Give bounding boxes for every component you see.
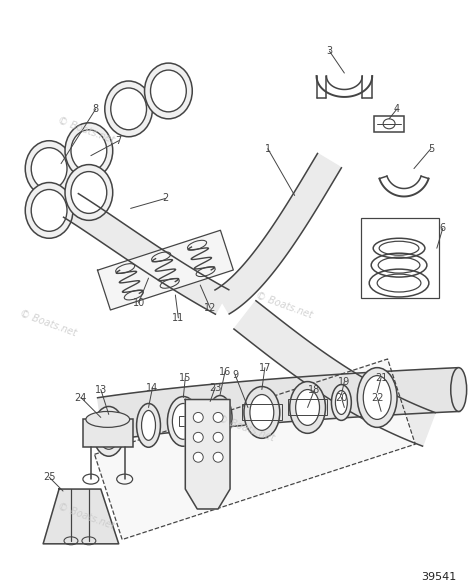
Ellipse shape	[331, 385, 351, 420]
Bar	[105, 426, 113, 436]
Text: 8: 8	[93, 104, 99, 114]
Polygon shape	[94, 359, 415, 540]
Text: © Boats.net: © Boats.net	[19, 308, 78, 338]
Text: 1: 1	[265, 143, 271, 153]
Ellipse shape	[71, 172, 107, 213]
Text: © Boats.net: © Boats.net	[56, 115, 116, 145]
Polygon shape	[98, 230, 233, 310]
Ellipse shape	[451, 368, 466, 412]
Ellipse shape	[244, 386, 280, 438]
Circle shape	[213, 432, 223, 442]
Polygon shape	[43, 489, 118, 544]
Ellipse shape	[296, 389, 319, 425]
Text: 22: 22	[371, 393, 383, 403]
Ellipse shape	[357, 368, 397, 427]
Text: 39541: 39541	[421, 572, 456, 582]
Text: 23: 23	[209, 383, 221, 393]
Text: 16: 16	[219, 367, 231, 377]
Ellipse shape	[167, 396, 199, 446]
Text: 24: 24	[75, 393, 87, 403]
Bar	[83, 419, 133, 447]
Text: 10: 10	[132, 298, 145, 308]
Ellipse shape	[208, 396, 232, 439]
Text: © Boats.net: © Boats.net	[217, 414, 276, 443]
Text: 7: 7	[116, 136, 122, 146]
Text: 9: 9	[232, 370, 238, 380]
Text: 6: 6	[440, 223, 446, 233]
Circle shape	[193, 432, 203, 442]
Ellipse shape	[25, 182, 73, 238]
Text: 18: 18	[309, 385, 321, 395]
Text: 2: 2	[162, 193, 169, 203]
Text: 15: 15	[179, 373, 191, 383]
Text: 20: 20	[335, 393, 347, 403]
Ellipse shape	[250, 395, 274, 430]
Ellipse shape	[65, 165, 113, 220]
Bar	[361, 218, 439, 298]
Ellipse shape	[336, 390, 347, 415]
Text: © Boats.net: © Boats.net	[56, 502, 116, 532]
Ellipse shape	[71, 130, 107, 172]
Bar	[179, 416, 187, 426]
Text: 14: 14	[146, 383, 159, 393]
Ellipse shape	[31, 148, 67, 189]
Text: 25: 25	[43, 472, 55, 482]
Ellipse shape	[145, 63, 192, 119]
Text: 3: 3	[327, 46, 333, 56]
Text: 5: 5	[428, 143, 434, 153]
Bar	[242, 405, 282, 420]
Ellipse shape	[105, 81, 153, 137]
Text: © Boats.net: © Boats.net	[255, 291, 314, 320]
Polygon shape	[64, 193, 229, 314]
Text: 4: 4	[394, 104, 400, 114]
Ellipse shape	[86, 412, 129, 427]
Text: 11: 11	[172, 313, 184, 323]
Text: 12: 12	[204, 303, 216, 313]
Circle shape	[193, 452, 203, 462]
Text: 17: 17	[259, 363, 271, 373]
Bar	[288, 399, 328, 416]
Ellipse shape	[137, 403, 161, 447]
Ellipse shape	[25, 141, 73, 196]
Circle shape	[213, 412, 223, 422]
Circle shape	[193, 412, 203, 422]
Text: 13: 13	[95, 385, 107, 395]
Bar	[374, 116, 404, 132]
Ellipse shape	[93, 406, 125, 456]
Ellipse shape	[111, 88, 146, 130]
Ellipse shape	[213, 402, 227, 432]
Ellipse shape	[151, 70, 186, 112]
Ellipse shape	[173, 403, 194, 439]
Polygon shape	[234, 301, 435, 446]
Polygon shape	[98, 368, 460, 441]
Ellipse shape	[65, 123, 113, 179]
Ellipse shape	[290, 382, 326, 433]
Ellipse shape	[31, 189, 67, 231]
Circle shape	[213, 452, 223, 462]
Text: 19: 19	[338, 376, 350, 386]
Text: 21: 21	[375, 373, 387, 383]
Polygon shape	[185, 399, 230, 509]
Ellipse shape	[142, 410, 155, 440]
Ellipse shape	[363, 376, 391, 419]
Polygon shape	[215, 153, 341, 314]
Ellipse shape	[98, 413, 120, 449]
